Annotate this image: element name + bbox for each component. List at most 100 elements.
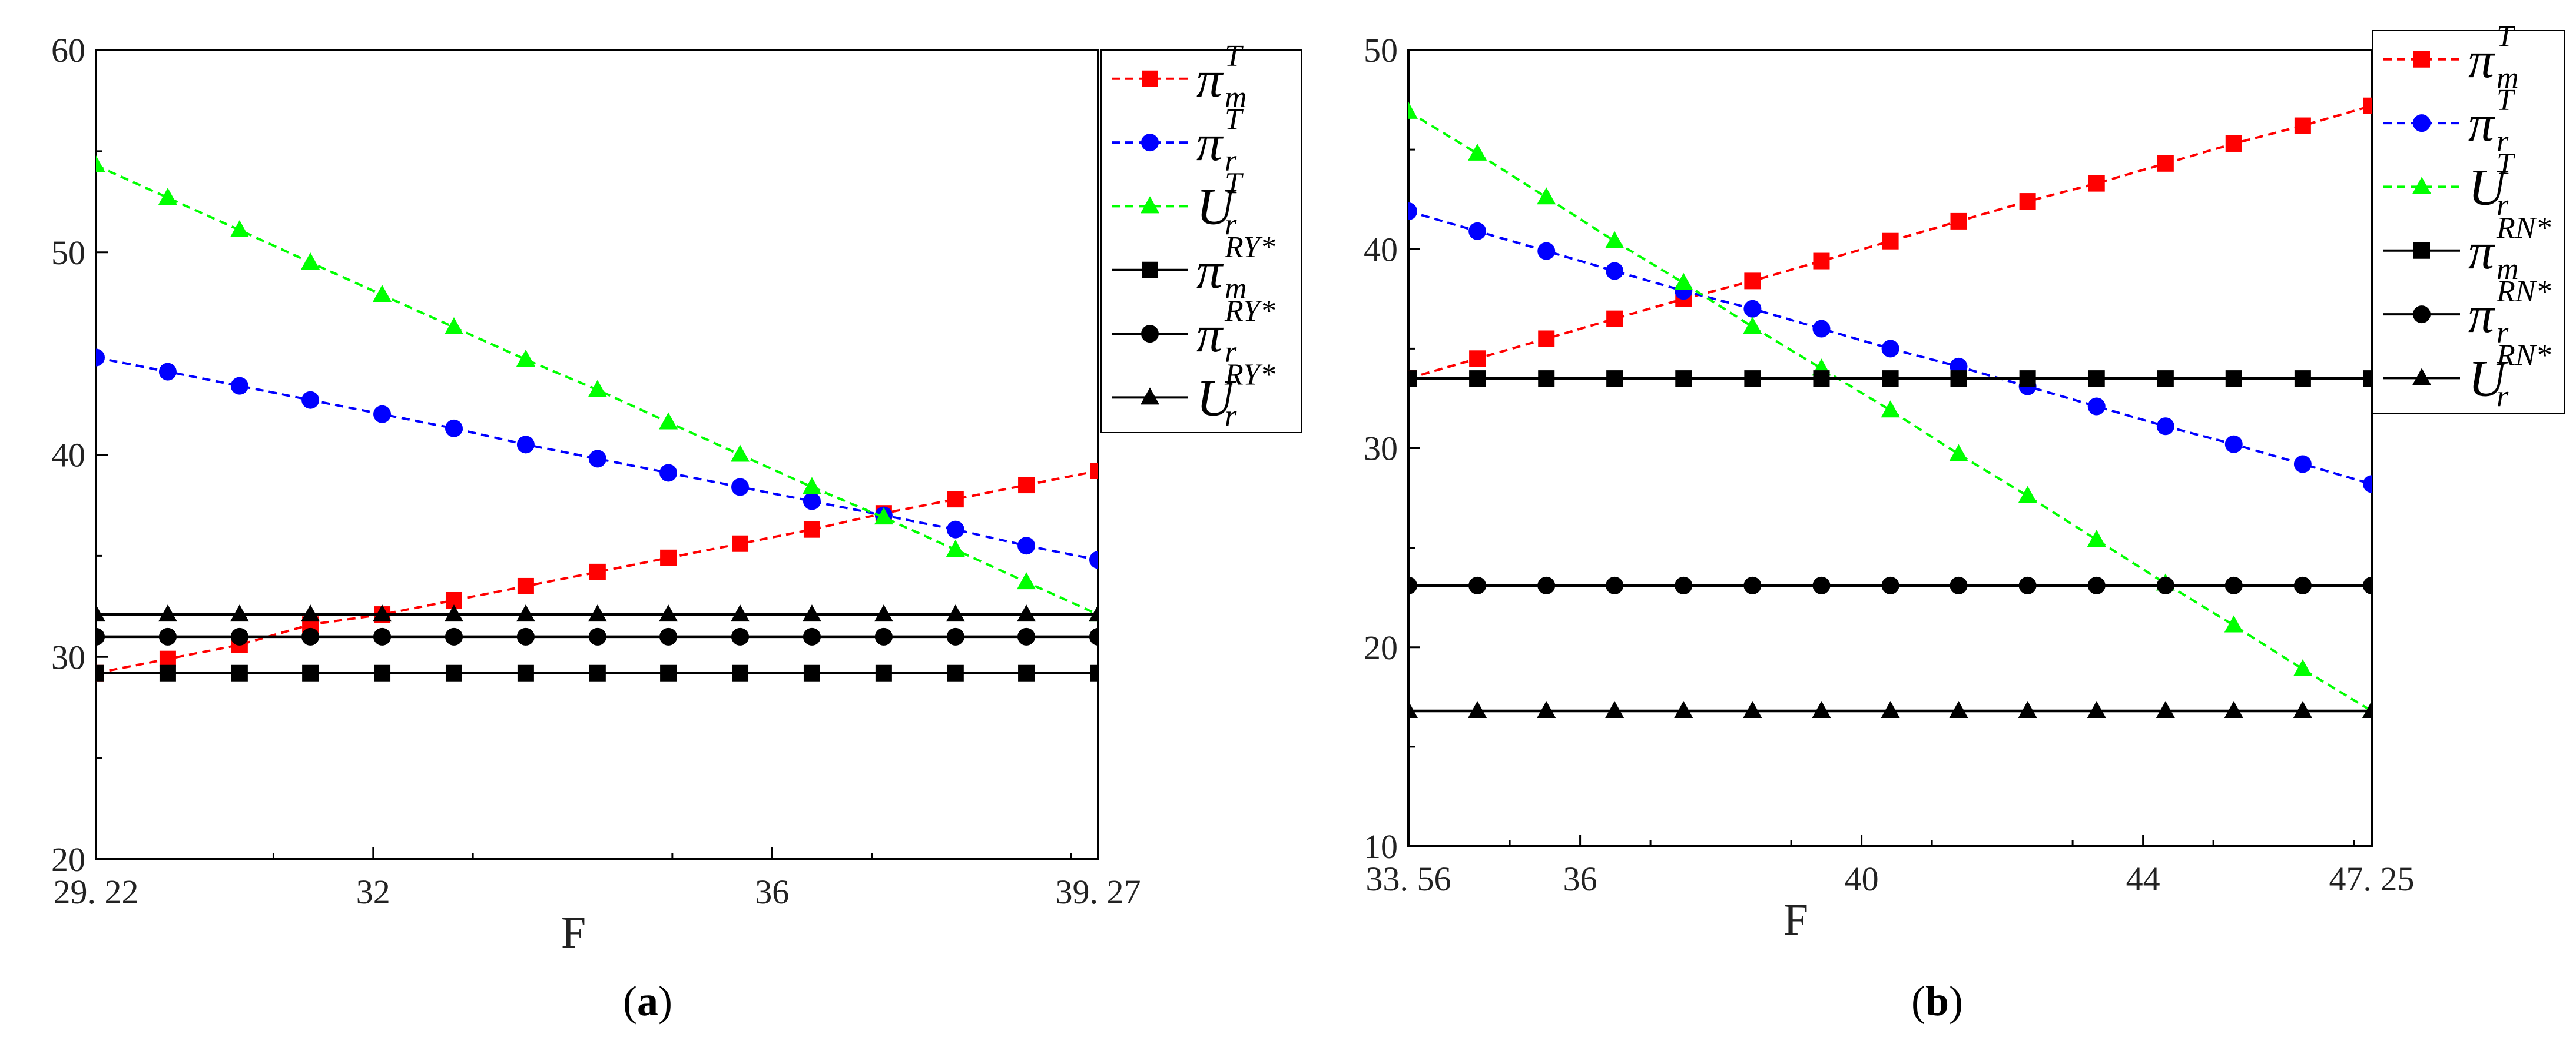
data-point [1017, 537, 1036, 555]
legend-marker [2413, 51, 2430, 68]
legend-superscript: RN* [2496, 211, 2551, 245]
legend-superscript: T [1225, 103, 1244, 137]
data-point [2294, 370, 2311, 387]
data-point [1089, 551, 1098, 569]
data-point [444, 604, 463, 622]
data-point [1090, 463, 1098, 479]
data-point [1743, 317, 1762, 334]
data-point [1675, 576, 1693, 594]
legend-symbol: π [1196, 242, 1224, 300]
data-point [1744, 370, 1761, 387]
data-point [2157, 370, 2174, 387]
legend-superscript: RN* [2496, 338, 2551, 372]
data-point [1812, 320, 1831, 338]
legend-superscript: T [2497, 147, 2515, 181]
data-point [1468, 576, 1487, 594]
data-point [1408, 370, 1417, 387]
legend-superscript: RN* [2496, 275, 2551, 308]
data-point [159, 650, 176, 667]
data-point [2156, 417, 2174, 436]
data-point [2224, 615, 2243, 633]
data-point [1606, 370, 1623, 387]
legend-marker [1141, 325, 1159, 343]
data-point [1605, 231, 1624, 248]
data-point [158, 627, 177, 646]
data-point [1813, 370, 1830, 387]
x-tick-label: 32 [356, 873, 390, 911]
y-tick-label: 30 [51, 638, 85, 676]
data-point [731, 627, 750, 646]
data-point [875, 664, 892, 682]
data-point [1882, 370, 1899, 387]
data-point [1675, 370, 1692, 387]
data-point [1089, 627, 1098, 646]
legend-marker [2413, 305, 2431, 324]
data-point [445, 664, 462, 682]
data-point [158, 604, 177, 622]
data-point [2363, 576, 2372, 594]
legend-marker [2413, 114, 2431, 132]
data-point [588, 380, 607, 397]
legend-symbol: π [2468, 287, 2496, 344]
data-point [2363, 370, 2372, 387]
legend-subscript: r [2497, 316, 2509, 350]
data-point [1743, 576, 1762, 594]
data-point [96, 627, 105, 646]
data-point [1606, 310, 1623, 327]
data-point [803, 664, 820, 682]
data-point [1408, 700, 1418, 718]
data-point [2294, 117, 2311, 134]
data-point [1881, 400, 1900, 418]
data-point [1812, 576, 1831, 594]
data-point [731, 604, 750, 622]
legend-symbol: U [2468, 159, 2509, 216]
data-point [301, 252, 320, 270]
panel-caption: (b) [1911, 978, 1963, 1025]
data-point [373, 405, 392, 423]
data-point [2293, 576, 2312, 594]
legend-superscript: T [1225, 167, 1244, 200]
data-point [589, 563, 606, 580]
data-point [517, 664, 534, 682]
data-point [1674, 700, 1693, 718]
data-point [516, 604, 535, 622]
data-point [1469, 350, 1486, 367]
data-point [2225, 370, 2242, 387]
data-point [374, 664, 391, 682]
legend-symbol: U [1196, 178, 1237, 235]
data-point [1950, 370, 1967, 387]
x-tick-label: 36 [1563, 860, 1597, 898]
data-point [1743, 700, 1762, 718]
data-point [802, 604, 821, 622]
data-point [1674, 272, 1693, 290]
data-point [1881, 340, 1899, 358]
data-point [517, 577, 534, 594]
legend-subscript: r [1225, 335, 1237, 369]
data-point [802, 477, 821, 494]
data-point [1743, 300, 1762, 318]
series-line [96, 356, 1098, 561]
legend-subscript: m [1225, 81, 1247, 114]
data-point [230, 604, 249, 622]
data-point [158, 187, 177, 205]
data-point [659, 464, 678, 482]
data-point [230, 627, 248, 646]
panel-caption: (a) [623, 978, 672, 1025]
data-point [231, 664, 248, 682]
legend-superscript: RY* [1224, 231, 1275, 264]
data-point [1018, 477, 1035, 494]
data-point [803, 492, 821, 510]
data-point [1089, 604, 1098, 622]
data-point [2019, 193, 2036, 210]
legend-subscript: r [1225, 144, 1237, 178]
y-tick-label: 60 [51, 31, 85, 69]
data-point [588, 604, 607, 622]
data-point [2019, 370, 2036, 387]
data-point [1537, 700, 1556, 718]
data-point [2156, 576, 2174, 594]
legend-subscript: r [1225, 399, 1237, 433]
data-point [2224, 576, 2243, 594]
